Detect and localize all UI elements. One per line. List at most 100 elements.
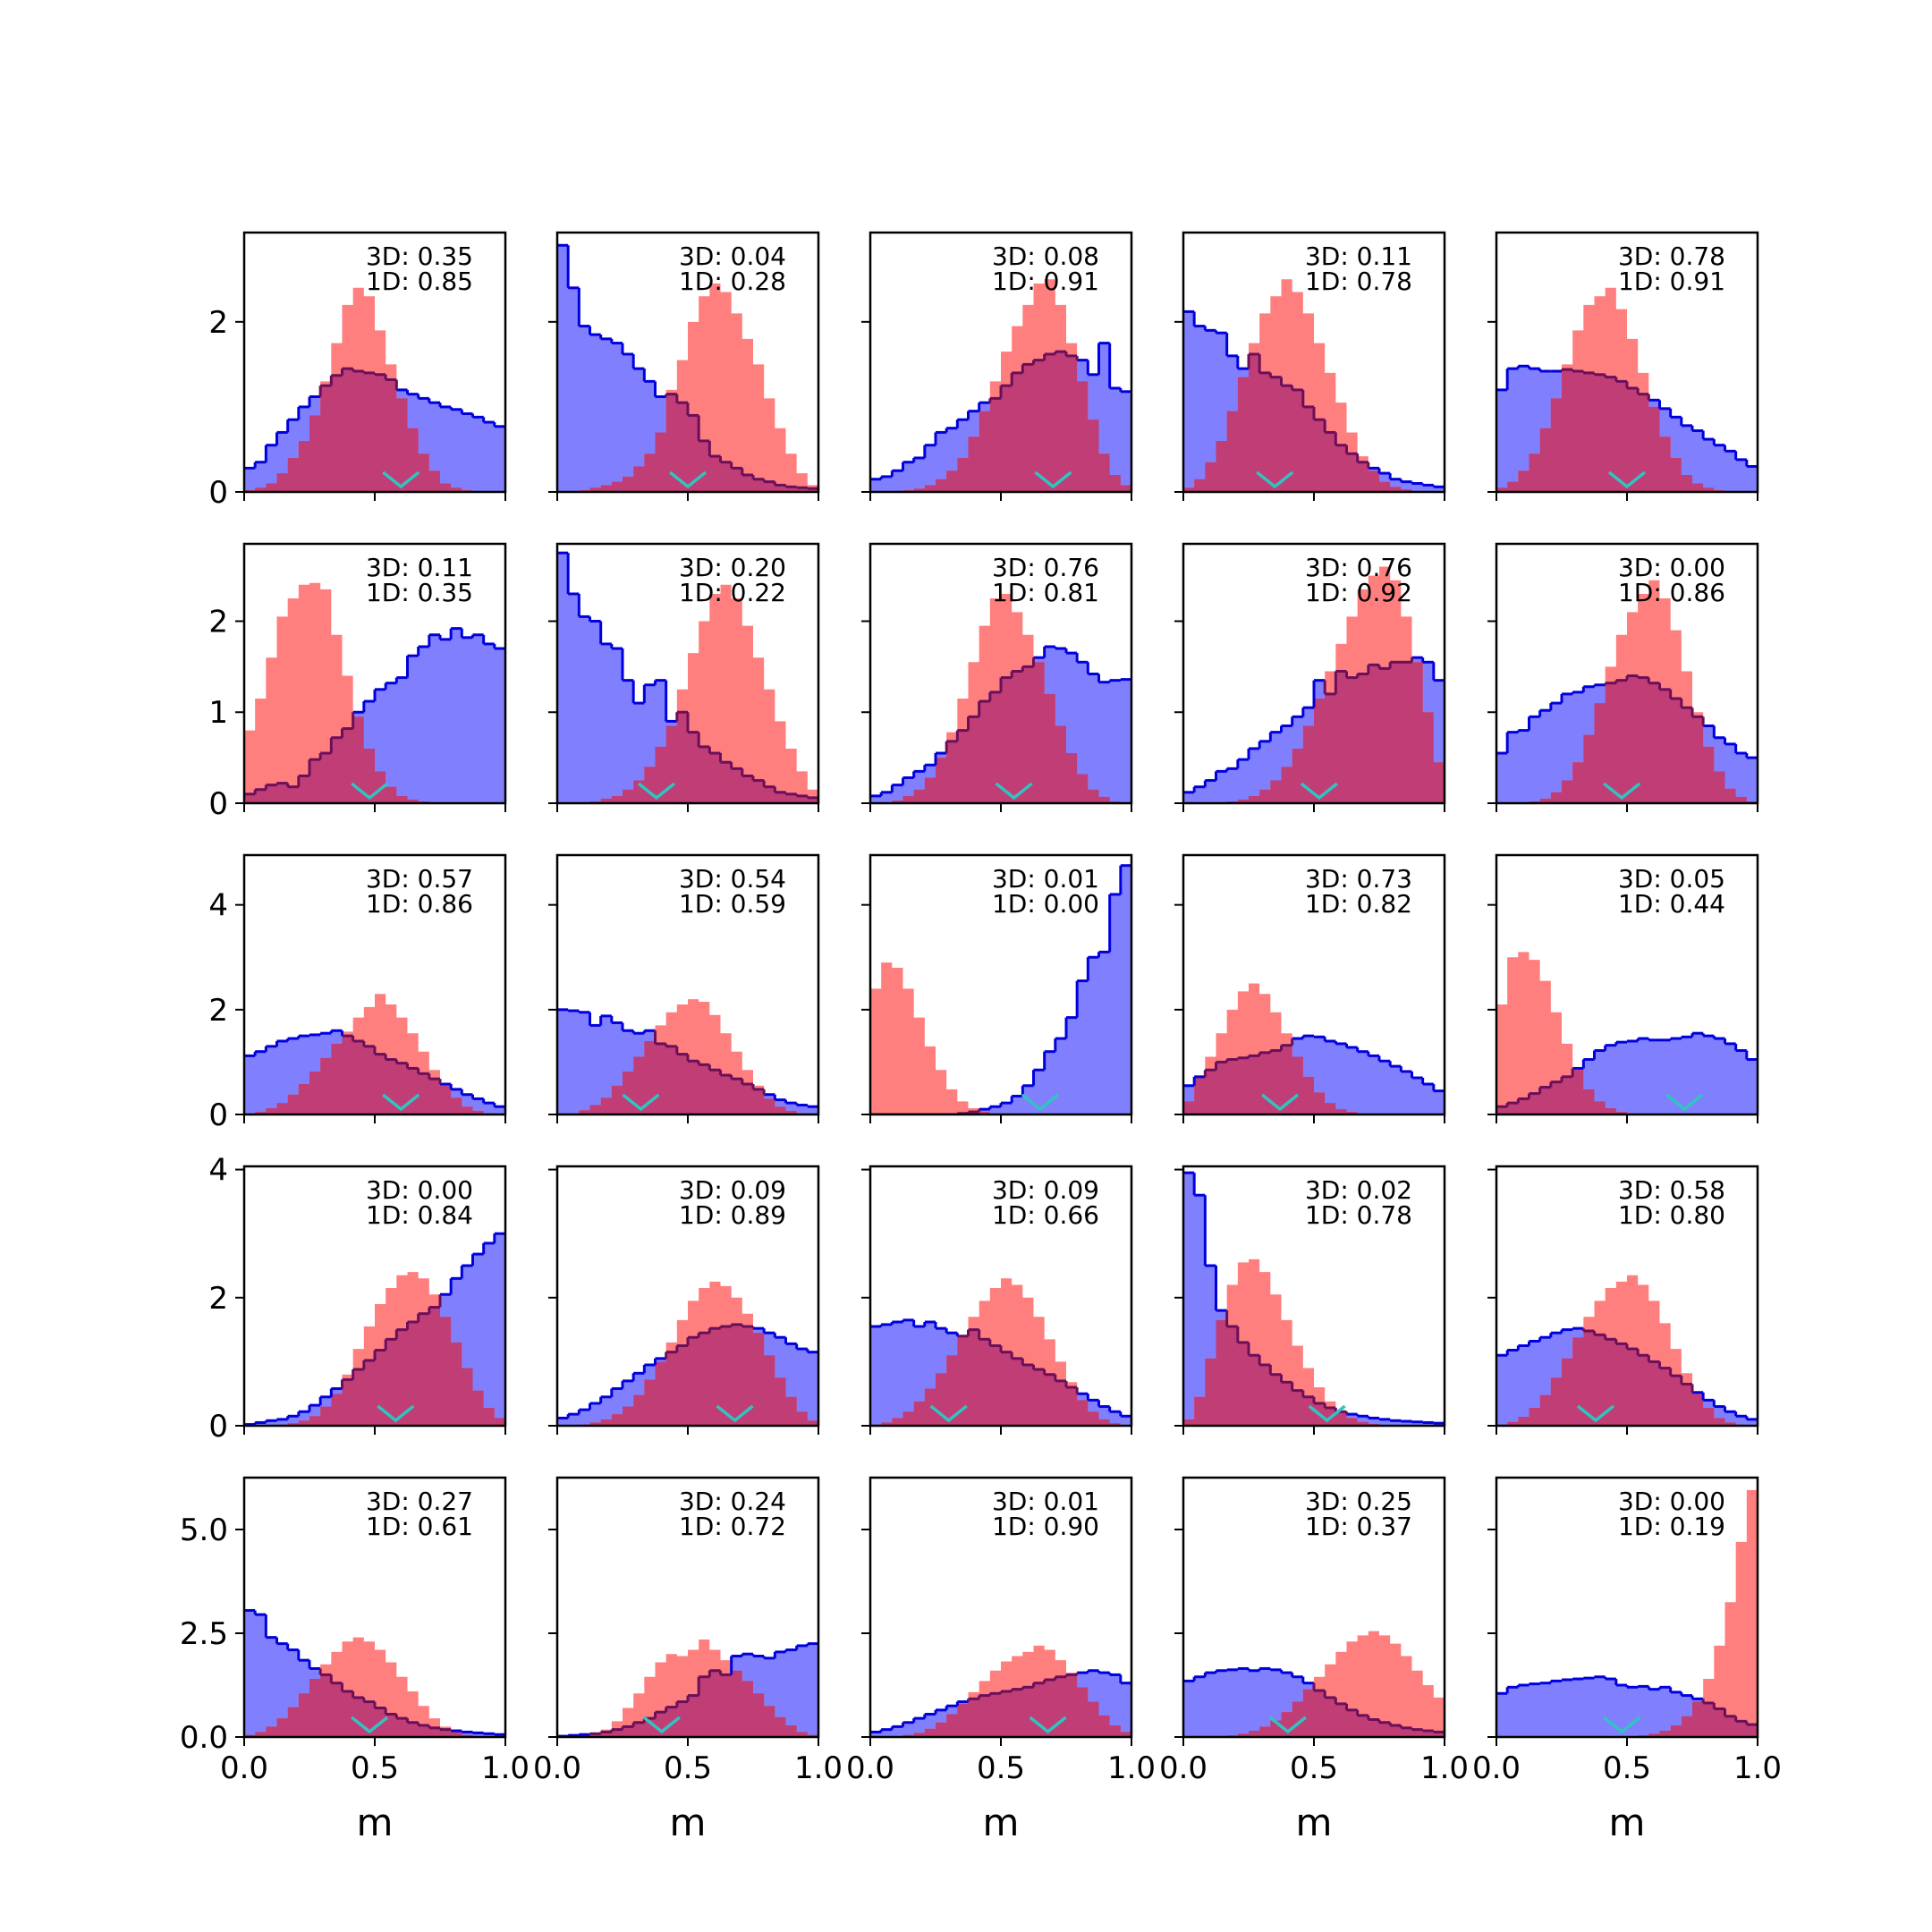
x-tick-label: 0.5 xyxy=(1603,1750,1651,1786)
label-3d: 3D: 0.00 xyxy=(366,1175,473,1205)
estimate-marker xyxy=(377,1404,415,1423)
label-1d: 1D: 0.78 xyxy=(1305,1200,1412,1230)
y-tick-label: 0.0 xyxy=(180,1720,228,1756)
estimate-marker xyxy=(1034,470,1072,489)
y-tick-label: 0 xyxy=(208,786,228,822)
panel-plot-area xyxy=(870,279,1131,492)
x-tick-label: 1.0 xyxy=(794,1750,843,1786)
estimate-marker xyxy=(1256,470,1294,489)
y-tick-label: 5.0 xyxy=(180,1513,228,1548)
x-axis-label: m xyxy=(1296,1801,1333,1844)
overlap-histogram-fill xyxy=(1183,1045,1445,1114)
estimate-marker xyxy=(382,470,420,489)
x-tick-label: 1.0 xyxy=(1420,1750,1469,1786)
overlap-histogram-fill xyxy=(557,1324,818,1426)
label-1d: 1D: 0.78 xyxy=(1305,267,1412,296)
label-3d: 3D: 0.11 xyxy=(1305,242,1412,271)
panel-plot-area xyxy=(557,999,818,1114)
label-3d: 3D: 0.76 xyxy=(1305,553,1412,582)
x-tick-label: 0.0 xyxy=(1472,1750,1521,1786)
overlap-histogram-fill xyxy=(244,1307,505,1426)
estimate-marker xyxy=(1576,1404,1615,1423)
panel-plot-area xyxy=(870,864,1131,1114)
label-3d: 3D: 0.08 xyxy=(992,242,1099,271)
y-tick-label: 2 xyxy=(208,604,228,640)
panel-plot-area xyxy=(557,243,818,492)
panel-plot-area xyxy=(244,994,505,1114)
x-tick-label: 0.0 xyxy=(1159,1750,1208,1786)
label-1d: 1D: 0.00 xyxy=(992,889,1099,919)
estimate-marker xyxy=(1300,782,1338,801)
overlap-histogram-fill xyxy=(1183,353,1445,492)
estimate-marker xyxy=(351,1716,389,1734)
panel-plot-area xyxy=(1496,1275,1758,1426)
overlap-histogram-fill xyxy=(870,662,1131,803)
label-1d: 1D: 0.37 xyxy=(1305,1512,1412,1541)
panel-plot-area xyxy=(244,287,505,492)
y-tick-label: 2.5 xyxy=(180,1616,228,1652)
panel-plot-area xyxy=(870,1278,1131,1426)
estimate-marker xyxy=(1603,1716,1641,1734)
label-3d: 3D: 0.57 xyxy=(366,864,473,894)
label-3d: 3D: 0.01 xyxy=(992,864,1099,894)
estimate-marker xyxy=(382,1093,420,1112)
label-3d: 3D: 0.02 xyxy=(1305,1175,1412,1205)
x-axis-label: m xyxy=(983,1801,1020,1844)
red-histogram-fill xyxy=(1496,1489,1758,1737)
blue-histogram-fill xyxy=(557,245,818,492)
label-3d: 3D: 0.58 xyxy=(1618,1175,1725,1205)
label-1d: 1D: 0.59 xyxy=(679,889,786,919)
y-tick-label: 0 xyxy=(208,475,228,511)
blue-histogram-fill xyxy=(557,553,818,803)
panel-plot-area xyxy=(1183,279,1445,492)
label-1d: 1D: 0.35 xyxy=(366,578,473,607)
y-tick-label: 0 xyxy=(208,1097,228,1133)
label-3d: 3D: 0.11 xyxy=(366,553,473,582)
estimate-marker xyxy=(1308,1404,1346,1423)
estimate-marker xyxy=(995,782,1033,801)
label-3d: 3D: 0.09 xyxy=(992,1175,1099,1205)
label-3d: 3D: 0.76 xyxy=(992,553,1099,582)
label-3d: 3D: 0.35 xyxy=(366,242,473,271)
estimate-marker xyxy=(1603,782,1641,801)
label-1d: 1D: 0.82 xyxy=(1305,889,1412,919)
red-histogram-fill xyxy=(557,584,818,803)
panel-plot-area xyxy=(557,1281,818,1426)
x-tick-label: 0.0 xyxy=(533,1750,581,1786)
x-tick-label: 1.0 xyxy=(481,1750,530,1786)
estimate-marker xyxy=(1029,1716,1067,1734)
x-axis-label: m xyxy=(357,1801,394,1844)
panel-plot-area xyxy=(870,593,1131,803)
label-1d: 1D: 0.86 xyxy=(366,889,473,919)
estimate-marker xyxy=(351,782,389,801)
estimate-marker xyxy=(716,1404,754,1423)
label-1d: 1D: 0.91 xyxy=(992,267,1099,296)
x-tick-label: 0.5 xyxy=(664,1750,712,1786)
red-histogram-fill xyxy=(870,962,1131,1114)
label-1d: 1D: 0.72 xyxy=(679,1512,786,1541)
panel-plot-area xyxy=(1183,1171,1445,1426)
overlap-histogram-fill xyxy=(1496,369,1758,492)
x-tick-label: 0.0 xyxy=(846,1750,894,1786)
panel-plot-area xyxy=(244,1608,505,1737)
label-1d: 1D: 0.91 xyxy=(1618,267,1725,296)
overlap-histogram-fill xyxy=(1496,675,1758,803)
label-1d: 1D: 0.80 xyxy=(1618,1200,1725,1230)
x-axis-label: m xyxy=(1609,1801,1646,1844)
estimate-marker xyxy=(929,1404,968,1423)
